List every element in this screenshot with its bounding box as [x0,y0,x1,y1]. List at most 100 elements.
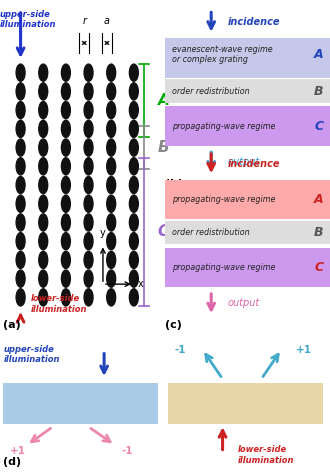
Circle shape [39,139,48,156]
Circle shape [39,83,48,100]
Bar [165,180,330,219]
Text: upper-side
illumination: upper-side illumination [3,345,60,364]
Circle shape [16,289,25,306]
Circle shape [61,101,70,119]
Circle shape [39,289,48,306]
Text: A: A [314,48,323,61]
Circle shape [107,120,116,137]
Circle shape [16,120,25,137]
Circle shape [16,158,25,175]
Bar [165,106,330,146]
Text: a: a [104,17,110,26]
Circle shape [107,64,116,81]
Circle shape [16,233,25,250]
Circle shape [61,270,70,287]
Text: (c): (c) [165,320,182,330]
Circle shape [16,214,25,231]
Circle shape [61,289,70,306]
Circle shape [107,195,116,212]
Text: output: output [228,298,260,309]
Circle shape [107,214,116,231]
Text: C: C [158,224,169,239]
Circle shape [16,101,25,119]
Circle shape [107,270,116,287]
Circle shape [84,214,93,231]
Circle shape [61,83,70,100]
Circle shape [61,214,70,231]
Circle shape [129,139,138,156]
Circle shape [39,233,48,250]
Circle shape [39,251,48,269]
Circle shape [84,177,93,194]
Circle shape [61,251,70,269]
Circle shape [84,64,93,81]
Circle shape [129,214,138,231]
Circle shape [61,139,70,156]
Circle shape [129,101,138,119]
Circle shape [39,120,48,137]
Circle shape [84,233,93,250]
Circle shape [16,195,25,212]
Circle shape [61,177,70,194]
Circle shape [107,139,116,156]
Circle shape [84,83,93,100]
Circle shape [84,101,93,119]
Text: upper-side
illumination: upper-side illumination [0,10,56,29]
Circle shape [39,101,48,119]
Circle shape [107,251,116,269]
Text: propagating-wave regime: propagating-wave regime [172,263,275,272]
Text: A: A [314,193,323,206]
Circle shape [61,120,70,137]
Circle shape [39,214,48,231]
Bar [3,383,158,424]
Circle shape [84,270,93,287]
Circle shape [16,251,25,269]
Text: incidence: incidence [228,17,280,27]
Circle shape [129,251,138,269]
Text: (b): (b) [165,179,183,189]
Text: output: output [228,157,260,167]
Text: -1: -1 [175,345,186,354]
Text: +1: +1 [295,345,312,354]
Circle shape [129,120,138,137]
Circle shape [16,64,25,81]
Text: C: C [314,261,323,274]
Text: propagating-wave regime: propagating-wave regime [172,121,275,131]
Text: (a): (a) [3,320,21,330]
Text: incidence: incidence [228,159,280,169]
Circle shape [61,233,70,250]
Text: C: C [314,119,323,133]
Circle shape [129,195,138,212]
Circle shape [107,289,116,306]
Circle shape [61,64,70,81]
Circle shape [16,270,25,287]
Circle shape [129,233,138,250]
Circle shape [39,195,48,212]
Circle shape [84,158,93,175]
Circle shape [129,177,138,194]
Circle shape [61,158,70,175]
Circle shape [84,195,93,212]
Circle shape [129,289,138,306]
Circle shape [16,177,25,194]
Circle shape [107,233,116,250]
Circle shape [16,83,25,100]
Bar [165,248,330,287]
Circle shape [61,195,70,212]
Text: propagating-wave regime: propagating-wave regime [172,195,275,204]
Text: x: x [137,279,143,289]
Bar [165,79,330,103]
Bar [165,221,330,244]
Circle shape [107,101,116,119]
Circle shape [39,270,48,287]
Circle shape [107,158,116,175]
Text: B: B [158,140,170,155]
Text: B: B [314,84,323,98]
Text: order redistribution: order redistribution [172,86,249,95]
Circle shape [16,139,25,156]
Circle shape [129,270,138,287]
Circle shape [129,158,138,175]
Circle shape [84,120,93,137]
Text: y: y [100,228,106,238]
Circle shape [107,83,116,100]
